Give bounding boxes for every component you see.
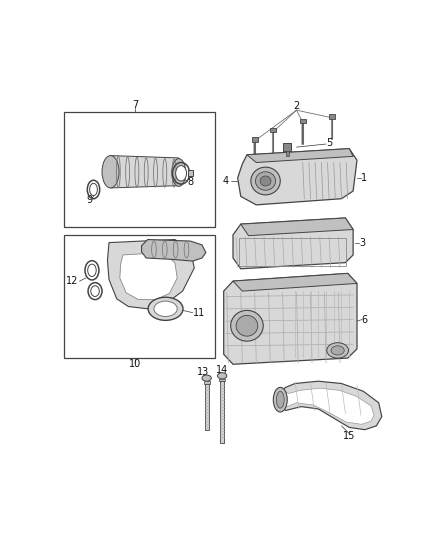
Bar bbox=[286, 151, 289, 156]
Ellipse shape bbox=[260, 176, 271, 186]
Text: 2: 2 bbox=[293, 101, 300, 111]
Ellipse shape bbox=[276, 391, 284, 408]
Ellipse shape bbox=[331, 346, 344, 355]
Bar bbox=[204, 381, 210, 384]
Bar bbox=[300, 119, 306, 123]
Ellipse shape bbox=[154, 301, 177, 317]
Ellipse shape bbox=[90, 183, 97, 196]
Ellipse shape bbox=[102, 156, 119, 188]
Text: 10: 10 bbox=[129, 359, 141, 369]
Text: 1: 1 bbox=[361, 173, 367, 183]
Polygon shape bbox=[107, 239, 194, 309]
Bar bbox=[64, 112, 215, 227]
Text: 13: 13 bbox=[198, 367, 210, 377]
Polygon shape bbox=[224, 273, 357, 364]
Ellipse shape bbox=[148, 297, 183, 320]
Text: 15: 15 bbox=[343, 431, 356, 441]
Text: 9: 9 bbox=[87, 195, 93, 205]
Bar bbox=[188, 170, 194, 176]
Bar bbox=[205, 384, 208, 430]
Polygon shape bbox=[110, 156, 179, 188]
Ellipse shape bbox=[231, 310, 263, 341]
Ellipse shape bbox=[88, 264, 96, 277]
Bar bbox=[220, 381, 224, 443]
Polygon shape bbox=[233, 273, 357, 291]
Text: 8: 8 bbox=[187, 177, 194, 187]
Bar bbox=[64, 235, 215, 358]
Ellipse shape bbox=[255, 172, 276, 190]
Bar bbox=[219, 379, 225, 381]
Text: 7: 7 bbox=[132, 100, 138, 110]
Text: 11: 11 bbox=[193, 308, 205, 318]
Polygon shape bbox=[233, 218, 353, 269]
Text: 5: 5 bbox=[326, 138, 332, 148]
Bar bbox=[283, 143, 291, 151]
Text: 14: 14 bbox=[216, 365, 228, 375]
Ellipse shape bbox=[91, 286, 99, 296]
Bar bbox=[251, 137, 258, 142]
Text: 4: 4 bbox=[223, 176, 229, 186]
Text: 12: 12 bbox=[66, 276, 78, 286]
Polygon shape bbox=[141, 239, 206, 261]
Polygon shape bbox=[283, 388, 374, 424]
Polygon shape bbox=[247, 149, 353, 163]
Ellipse shape bbox=[218, 373, 227, 379]
Ellipse shape bbox=[327, 343, 349, 358]
Ellipse shape bbox=[273, 387, 287, 412]
Ellipse shape bbox=[251, 167, 280, 195]
Ellipse shape bbox=[176, 166, 187, 181]
Bar bbox=[270, 128, 276, 133]
Ellipse shape bbox=[202, 375, 211, 381]
Polygon shape bbox=[276, 381, 382, 430]
Ellipse shape bbox=[236, 316, 258, 336]
Ellipse shape bbox=[172, 159, 186, 187]
Polygon shape bbox=[238, 149, 357, 205]
Text: 3: 3 bbox=[359, 238, 365, 248]
Bar bbox=[329, 114, 336, 119]
Polygon shape bbox=[241, 218, 353, 236]
Text: 6: 6 bbox=[362, 314, 368, 325]
Polygon shape bbox=[120, 253, 177, 300]
Bar bbox=[239, 238, 346, 265]
